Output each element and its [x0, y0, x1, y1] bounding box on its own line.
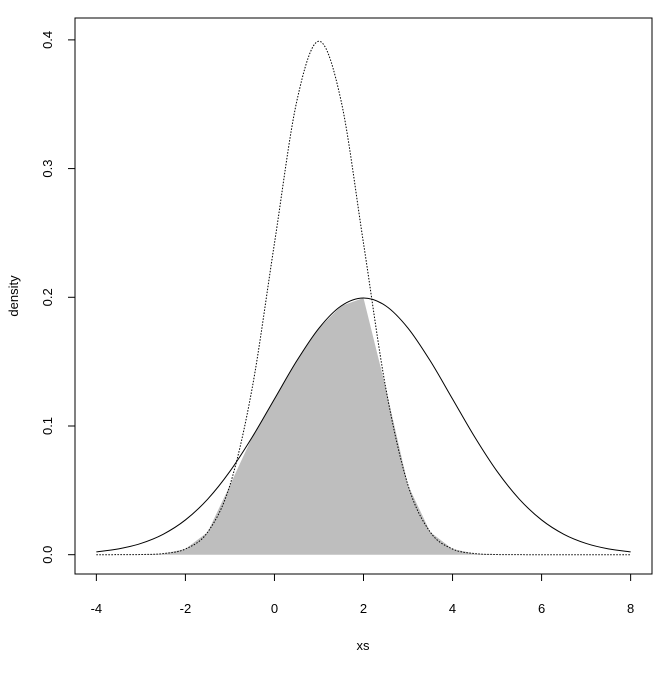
y-tick-label: 0.4 — [40, 31, 55, 49]
density-line — [96, 297, 631, 553]
y-tick-label: 0.3 — [40, 160, 55, 178]
x-tick-label: 2 — [360, 601, 367, 616]
x-axis-label: xs — [357, 638, 371, 653]
y-tick-label: 0.0 — [40, 546, 55, 564]
x-tick-label: -4 — [91, 601, 103, 616]
y-axis-label: density — [6, 275, 21, 317]
y-tick-label: 0.2 — [40, 288, 55, 306]
x-tick-label: 6 — [538, 601, 545, 616]
x-tick-label: 4 — [449, 601, 456, 616]
x-tick-label: 8 — [627, 601, 634, 616]
overlap-area — [96, 297, 631, 555]
x-tick-label: -2 — [180, 601, 192, 616]
density-line — [96, 40, 631, 556]
x-tick-label: 0 — [271, 601, 278, 616]
y-tick-label: 0.1 — [40, 417, 55, 435]
